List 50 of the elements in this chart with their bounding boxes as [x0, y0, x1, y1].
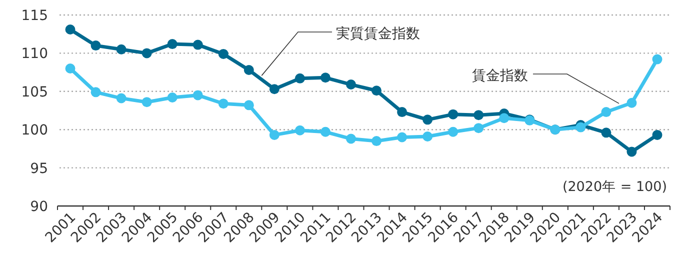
point [499, 113, 510, 124]
point [192, 40, 203, 50]
point [244, 100, 254, 110]
point [601, 128, 612, 138]
point [652, 130, 662, 140]
point [346, 134, 356, 144]
point [116, 44, 126, 54]
point [320, 126, 330, 137]
point [142, 97, 152, 108]
y-tick-label: 110 [21, 46, 48, 62]
point [372, 136, 382, 146]
y-tick-label: 90 [30, 199, 48, 215]
point [65, 63, 76, 74]
text: 賃金指数 [472, 68, 528, 84]
point [448, 126, 458, 137]
point [244, 65, 254, 76]
point [294, 73, 305, 84]
point [142, 48, 152, 58]
point [320, 72, 330, 83]
y-tick-label: 105 [21, 84, 48, 100]
point [422, 131, 433, 142]
point [474, 123, 484, 134]
point [397, 132, 408, 142]
point [167, 39, 178, 50]
point [218, 98, 228, 109]
point [116, 93, 126, 104]
point [474, 110, 484, 120]
point [601, 107, 612, 118]
y-tick-label: 115 [21, 8, 48, 24]
y-tick-label: 95 [30, 160, 48, 177]
text: 実質賃金指数 [336, 26, 420, 42]
point [269, 84, 280, 94]
annotation: (2020年 = 100) [562, 179, 667, 195]
point [422, 114, 433, 125]
point [167, 92, 178, 103]
point [294, 125, 305, 136]
point [346, 80, 356, 90]
y-tick-label: 100 [21, 122, 48, 139]
point [65, 24, 76, 35]
point [218, 48, 228, 59]
point [626, 146, 637, 157]
point [90, 87, 101, 98]
point [626, 98, 637, 108]
point [652, 54, 662, 64]
point [448, 109, 458, 120]
point [90, 40, 101, 51]
point [397, 107, 408, 118]
point [192, 90, 203, 100]
point [269, 130, 280, 140]
point [372, 86, 382, 96]
